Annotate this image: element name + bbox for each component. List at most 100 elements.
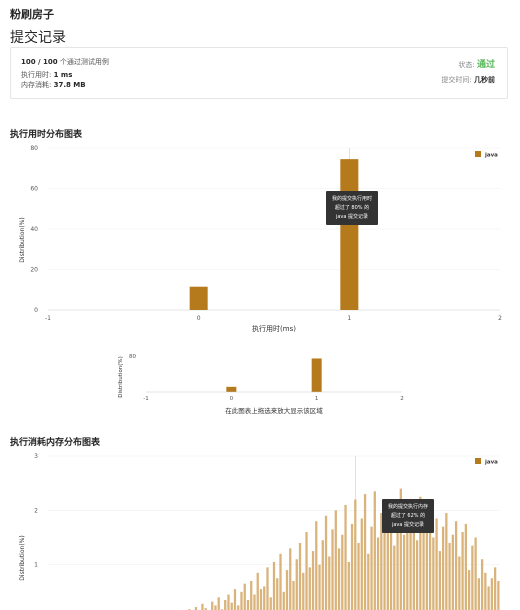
bar[interactable] — [246, 599, 250, 610]
bar[interactable] — [412, 521, 415, 610]
runtime-chart[interactable]: -1 0 1 2 0 20 40 60 80 执行用时(ms) Distribution(%)… — [0, 140, 520, 338]
bar[interactable] — [227, 594, 230, 610]
bar[interactable] — [386, 532, 389, 610]
bar[interactable] — [295, 559, 298, 610]
bar[interactable] — [237, 605, 240, 610]
bar[interactable] — [428, 504, 432, 610]
bar[interactable] — [282, 591, 285, 610]
bar[interactable] — [298, 542, 302, 610]
bar[interactable] — [363, 494, 367, 610]
bar[interactable] — [415, 540, 419, 610]
bar[interactable] — [308, 567, 311, 610]
bar[interactable] — [201, 603, 204, 610]
bar[interactable] — [256, 572, 259, 610]
bar[interactable] — [233, 589, 237, 610]
bar[interactable] — [315, 521, 318, 610]
submission-summary-card: 100 / 100 个通过测试用例 执行用时: 1 ms 内存消耗: 37.8 … — [10, 47, 508, 99]
bar[interactable] — [451, 534, 454, 610]
bar[interactable] — [253, 594, 256, 610]
bar[interactable] — [441, 526, 445, 610]
bar[interactable] — [266, 567, 269, 610]
bar[interactable] — [399, 488, 402, 610]
bar[interactable] — [292, 580, 295, 610]
bar[interactable] — [337, 548, 341, 610]
bar[interactable] — [194, 607, 198, 610]
bar[interactable] — [318, 564, 321, 610]
bar[interactable] — [350, 523, 354, 610]
bar[interactable] — [432, 537, 435, 610]
bar[interactable] — [461, 532, 464, 610]
bar[interactable] — [305, 532, 308, 610]
bar[interactable] — [289, 548, 292, 610]
bar[interactable] — [272, 561, 276, 610]
bar[interactable] — [279, 553, 282, 610]
bar[interactable] — [370, 526, 373, 610]
bar[interactable] — [204, 608, 207, 610]
bar[interactable] — [259, 589, 263, 610]
status-badge[interactable]: 通过 — [476, 60, 495, 70]
bar[interactable] — [419, 496, 422, 610]
bar[interactable] — [230, 602, 233, 610]
bar[interactable] — [263, 586, 266, 610]
bar[interactable] — [302, 572, 305, 610]
bar[interactable] — [380, 513, 383, 610]
bar[interactable] — [497, 580, 500, 610]
runtime-chart-legend[interactable]: java — [475, 151, 498, 159]
bar[interactable] — [321, 540, 324, 610]
bar[interactable] — [448, 542, 451, 610]
bar[interactable] — [406, 510, 409, 610]
bar[interactable] — [435, 518, 438, 610]
bar[interactable] — [250, 580, 253, 610]
bar[interactable] — [393, 545, 396, 610]
bar[interactable] — [467, 570, 471, 610]
bar[interactable] — [269, 597, 272, 610]
bar[interactable] — [383, 507, 386, 610]
bar[interactable] — [224, 599, 227, 610]
bar[interactable] — [493, 567, 497, 610]
bar[interactable] — [474, 537, 477, 610]
bar[interactable] — [285, 570, 289, 610]
bar[interactable] — [445, 513, 448, 610]
bar[interactable] — [211, 601, 214, 610]
bar[interactable] — [484, 572, 487, 610]
bar[interactable] — [477, 578, 481, 610]
memory-chart-legend[interactable]: java — [475, 458, 498, 466]
bar[interactable] — [331, 529, 334, 610]
bar[interactable] — [367, 553, 370, 610]
bar[interactable] — [324, 515, 328, 610]
bar[interactable] — [360, 518, 363, 610]
bar[interactable] — [376, 537, 380, 610]
bar[interactable] — [396, 515, 399, 610]
bar[interactable] — [214, 605, 217, 610]
bar[interactable] — [357, 542, 360, 610]
bar[interactable] — [354, 499, 357, 610]
bar[interactable] — [334, 510, 337, 610]
bar[interactable] — [490, 578, 494, 610]
bar[interactable] — [480, 559, 484, 610]
bar[interactable] — [341, 534, 344, 610]
memory-chart[interactable]: 1 2 3 Distribution(%) java 我的提交执行内存 超过了 62… — [0, 448, 520, 610]
bar[interactable] — [217, 597, 220, 610]
bar[interactable] — [276, 578, 279, 610]
bar[interactable] — [373, 491, 376, 610]
bar[interactable] — [425, 513, 428, 610]
bar[interactable] — [243, 583, 246, 610]
bar[interactable] — [454, 521, 458, 610]
bar[interactable] — [487, 586, 490, 610]
runtime-navigator-chart[interactable]: -1 0 1 2 80 Distribution(%) 在此图表上拖选来放大显示该区域 — [0, 350, 520, 420]
bar[interactable] — [311, 551, 315, 610]
bar[interactable] — [344, 504, 347, 610]
bar[interactable] — [402, 534, 406, 610]
bar[interactable] — [464, 523, 467, 610]
bar[interactable] — [438, 551, 441, 610]
bar[interactable] — [471, 545, 474, 610]
bar[interactable] — [240, 591, 243, 610]
bar[interactable] — [328, 556, 331, 610]
bar[interactable] — [422, 529, 425, 610]
bar[interactable] — [409, 502, 412, 610]
bar[interactable] — [347, 561, 350, 610]
bar[interactable] — [458, 556, 461, 610]
bar[interactable] — [189, 286, 208, 310]
bar[interactable] — [340, 159, 359, 310]
bar[interactable] — [389, 499, 393, 610]
